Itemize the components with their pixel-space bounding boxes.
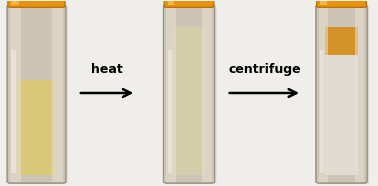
Bar [17, 80, 56, 175]
FancyBboxPatch shape [8, 0, 65, 7]
Bar [355, 6, 364, 182]
Bar [202, 6, 212, 182]
Bar [325, 55, 358, 175]
FancyBboxPatch shape [318, 6, 369, 184]
FancyBboxPatch shape [317, 0, 366, 7]
Bar [11, 0, 19, 5]
Bar [320, 50, 324, 173]
Bar [173, 27, 205, 175]
Bar [320, 0, 327, 5]
Bar [52, 6, 63, 182]
FancyBboxPatch shape [9, 6, 68, 184]
Bar [319, 6, 328, 182]
Bar [10, 6, 21, 182]
Bar [166, 6, 176, 182]
Text: heat: heat [91, 63, 123, 76]
FancyBboxPatch shape [165, 6, 217, 184]
Text: centrifuge: centrifuge [228, 63, 301, 76]
FancyBboxPatch shape [164, 0, 214, 7]
Bar [167, 50, 172, 173]
Bar [325, 27, 358, 55]
Bar [167, 0, 174, 5]
Bar [11, 50, 16, 173]
FancyBboxPatch shape [7, 5, 66, 183]
FancyBboxPatch shape [316, 5, 367, 183]
FancyBboxPatch shape [163, 5, 215, 183]
